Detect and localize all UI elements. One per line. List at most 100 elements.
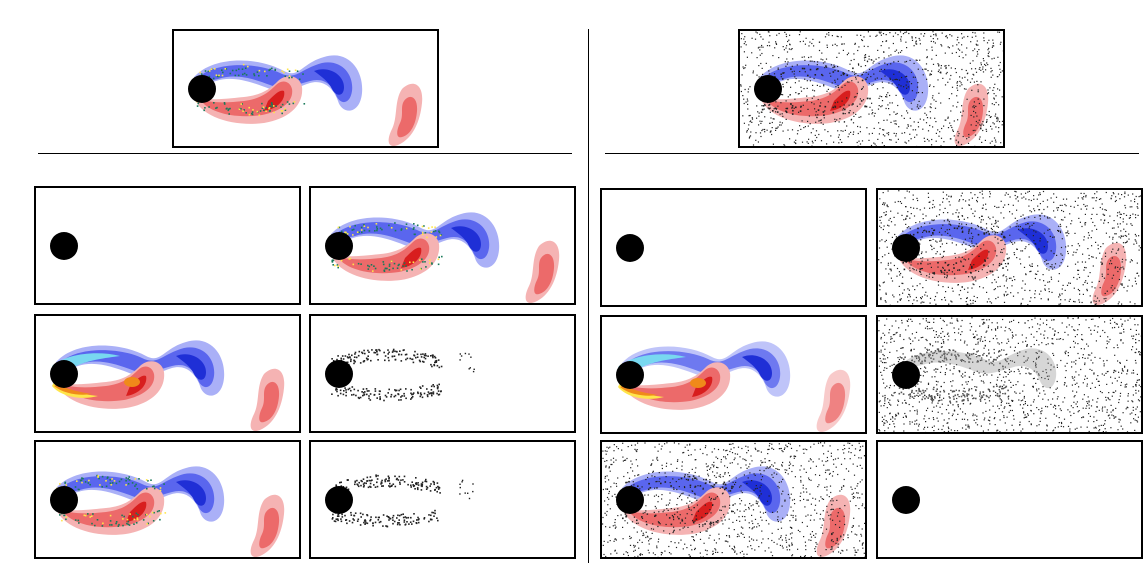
noise-particles-dot <box>1033 370 1035 372</box>
tracer-particles-dot <box>341 230 343 233</box>
noise-particles-dot <box>972 73 974 75</box>
tracer-particles-dot <box>405 517 408 519</box>
noise-particles-dot <box>993 289 995 291</box>
noise-particles-dot <box>934 376 936 378</box>
noise-particles-dot <box>957 332 960 334</box>
noise-particles-dot <box>668 545 670 548</box>
noise-particles-dot <box>823 117 825 119</box>
noise-particles-dot <box>1033 336 1035 338</box>
noise-particles-dot <box>892 294 894 296</box>
noise-particles-dot <box>925 396 928 398</box>
noise-particles-dot <box>920 368 922 370</box>
noise-particles-dot <box>962 403 965 405</box>
noise-particles-dot <box>950 74 952 77</box>
tracer-particles-dot <box>434 512 436 515</box>
noise-particles-dot <box>1034 210 1036 212</box>
noise-particles-dot <box>759 132 762 134</box>
noise-particles-dot <box>1105 232 1107 234</box>
noise-particles-dot <box>1046 425 1048 427</box>
noise-particles-dot <box>1107 222 1109 224</box>
noise-particles-dot <box>914 129 917 131</box>
tracer-particles-dot <box>412 520 415 523</box>
tracer-particles-bright-dot <box>294 69 297 72</box>
noise-particles-dot <box>1081 225 1083 228</box>
tracer-particles-bright-dot <box>288 75 291 77</box>
noise-particles-dot <box>820 102 822 104</box>
noise-particles-dot <box>909 233 911 235</box>
noise-particles-dot <box>945 409 948 411</box>
tracer-particles-dot <box>935 390 938 392</box>
tracer-particles-dot <box>419 386 421 388</box>
noise-particles-dot <box>1099 335 1101 337</box>
noise-particles-dot <box>796 64 798 66</box>
tracer-particles-dot <box>949 349 951 352</box>
noise-particles-dot <box>836 35 838 37</box>
noise-particles-dot <box>811 42 813 45</box>
blue-vortex-mid <box>62 473 215 514</box>
noise-particles-dot <box>1025 360 1027 362</box>
noise-particles-dot <box>770 117 772 119</box>
noise-particles-dot <box>974 32 976 34</box>
noise-particles-dot <box>878 401 880 403</box>
noise-particles-dot <box>925 63 928 65</box>
noise-particles-dot <box>968 229 970 231</box>
noise-particles-dot <box>1104 255 1107 257</box>
noise-particles-dot <box>1064 382 1066 384</box>
noise-particles-dot <box>1078 374 1080 376</box>
tracer-particles-dot <box>999 362 1001 365</box>
tracer-particles-dot <box>945 358 948 361</box>
noise-particles-dot <box>782 130 784 132</box>
noise-particles-dot <box>1058 225 1060 227</box>
noise-particles-dot <box>943 320 945 323</box>
noise-particles-dot <box>949 363 951 365</box>
tracer-particles-dot <box>431 262 433 264</box>
noise-particles-dot <box>901 402 904 404</box>
noise-particles-dot <box>1065 205 1067 207</box>
tracer-particles-dot <box>400 513 403 516</box>
tracer-particles-bright-dot <box>367 226 369 229</box>
noise-particles-dot <box>1112 192 1114 194</box>
noise-particles-dot <box>900 36 902 38</box>
noise-particles-dot <box>990 227 992 229</box>
noise-particles-dot <box>951 237 953 239</box>
noise-particles-dot <box>837 86 839 88</box>
noise-particles-dot <box>1101 208 1104 210</box>
noise-particles-dot <box>981 215 983 217</box>
noise-particles-dot <box>691 468 693 470</box>
noise-particles-dot <box>1064 216 1066 218</box>
noise-particles-dot <box>941 346 943 348</box>
tracer-particles-dot <box>434 360 437 362</box>
tracer-particles-dot <box>392 348 395 351</box>
noise-particles-dot <box>650 537 652 540</box>
noise-particles-dot <box>1010 381 1012 383</box>
noise-particles-dot <box>885 211 887 213</box>
noise-particles-dot <box>916 394 918 396</box>
noise-particles-dot <box>856 551 858 553</box>
noise-particles-dot <box>1083 348 1085 350</box>
left-panel-r3c1 <box>34 440 301 559</box>
noise-particles-dot <box>760 122 762 124</box>
tracer-particles-dot <box>405 358 407 361</box>
noise-particles-dot <box>1040 411 1042 413</box>
noise-particles-dot <box>1127 395 1129 397</box>
noise-particles-dot <box>886 204 888 206</box>
tracer-particles-dot <box>268 69 270 72</box>
noise-particles-dot <box>932 219 934 222</box>
noise-particles-dot <box>1004 422 1006 424</box>
noise-particles-dot <box>961 68 963 71</box>
noise-particles-dot <box>1126 241 1128 243</box>
noise-particles-dot <box>1073 276 1075 279</box>
noise-particles-dot <box>871 59 873 61</box>
tracer-particles-dot <box>80 479 83 481</box>
noise-particles-dot <box>1058 303 1060 305</box>
tracer-particles-dot <box>919 268 922 270</box>
noise-particles-dot <box>744 41 746 43</box>
noise-particles-dot <box>827 101 829 103</box>
noise-particles-dot <box>969 354 971 357</box>
tracer-particles-dot <box>362 513 364 516</box>
tracer-particles-dot <box>349 356 351 358</box>
tracer-particles-dot <box>363 521 365 524</box>
noise-particles-dot <box>1135 384 1137 386</box>
noise-particles-dot <box>1116 344 1118 346</box>
noise-particles-dot <box>1006 287 1008 289</box>
